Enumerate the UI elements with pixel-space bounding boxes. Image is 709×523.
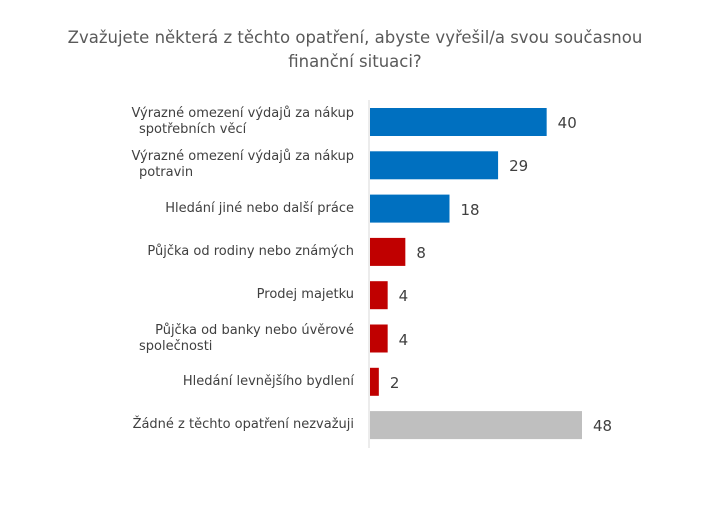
category-label-line: Žádné z těchto opatření nezvažuji [132, 417, 354, 433]
category-label-line: společnosti [139, 338, 213, 354]
data-label: 29 [509, 157, 529, 176]
category-label: Prodej majetku [84, 287, 354, 303]
category-label: Výrazné omezení výdajů za nákup potravin [84, 149, 355, 181]
category-label: Půjčka od rodiny nebo známých [84, 244, 354, 260]
data-label: 48 [593, 417, 613, 436]
data-label: 18 [460, 200, 480, 219]
bar [370, 237, 406, 266]
bar [370, 194, 450, 223]
bar [370, 324, 388, 353]
data-label: 4 [398, 287, 409, 306]
category-label-line: Hledání jiné nebo další práce [165, 200, 354, 216]
data-label: 4 [398, 330, 409, 349]
bar [370, 151, 499, 180]
category-label: Hledání levnějšího bydlení [84, 374, 354, 390]
bar [370, 281, 388, 310]
bar [370, 411, 582, 440]
category-label-line: spotřebních věcí [139, 122, 247, 137]
category-label-line: Výrazné omezení výdajů za nákup [131, 149, 355, 165]
category-label-line: Výrazné omezení výdajů za nákup [131, 106, 355, 121]
category-label-line: potravin [139, 165, 194, 181]
category-label: Hledání jiné nebo další práce [84, 201, 354, 217]
chart-title: Zvažujete některá z těchto opatření, aby… [67, 28, 643, 71]
data-label: 2 [389, 373, 400, 392]
data-label: 40 [557, 114, 577, 132]
category-label: Žádné z těchto opatření nezvažuji [84, 417, 354, 433]
category-label-line: Půjčka od banky nebo úvěrové [155, 322, 354, 338]
data-label: 8 [416, 243, 426, 262]
category-label: Výrazné omezení výdajů za nákup spotřební… [84, 106, 355, 138]
category-label: Půjčka od banky nebo úvěrové společnosti [84, 323, 354, 355]
bar [370, 108, 547, 136]
category-label-line: Půjčka od rodiny nebo známých [147, 243, 354, 259]
category-label-line: Hledání levnějšího bydlení [182, 373, 354, 389]
bar [370, 367, 379, 396]
category-label-line: Prodej majetku [256, 287, 354, 303]
